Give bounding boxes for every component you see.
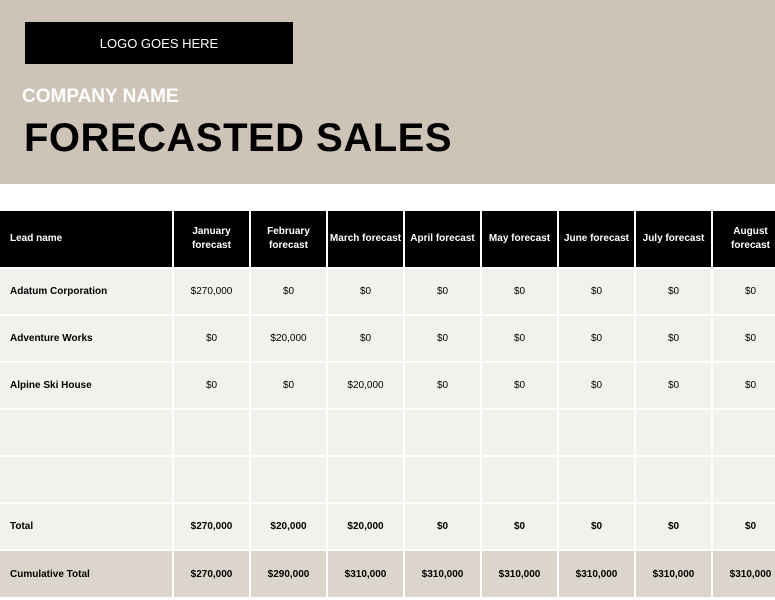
company-name[interactable]: COMPANY NAME [22,86,179,107]
cell[interactable]: Cumulative Total [0,551,172,597]
cell[interactable]: $0 [559,504,634,549]
empty-cell[interactable] [174,457,249,502]
empty-cell[interactable] [636,410,711,455]
column-header[interactable]: Lead name [0,211,172,267]
cell[interactable]: $0 [482,269,557,314]
cell[interactable]: $0 [482,316,557,361]
empty-cell[interactable] [559,457,634,502]
header-row: Lead name January forecast February foreca… [0,211,775,267]
empty-cell[interactable] [405,457,480,502]
cell[interactable]: $310,000 [482,551,557,597]
cell[interactable]: $0 [636,316,711,361]
cell[interactable]: $0 [174,316,249,361]
column-header[interactable]: April forecast [405,211,480,267]
cell[interactable]: $0 [251,363,326,408]
logo[interactable]: LOGO GOES HERE [25,22,293,64]
column-header[interactable]: August forecast [713,211,775,267]
cell[interactable]: $20,000 [251,316,326,361]
cell[interactable]: $0 [405,269,480,314]
cell[interactable]: $0 [405,504,480,549]
cell[interactable]: $0 [713,504,775,549]
cell[interactable]: $0 [251,269,326,314]
cell[interactable]: $0 [559,363,634,408]
empty-cell[interactable] [405,410,480,455]
cell[interactable]: $270,000 [174,551,249,597]
cell[interactable]: $0 [636,269,711,314]
cell[interactable]: $0 [405,363,480,408]
empty-cell[interactable] [559,410,634,455]
cell[interactable]: $270,000 [174,269,249,314]
cell[interactable]: $0 [713,269,775,314]
empty-row [0,457,775,502]
sales-table: Lead name January forecast February foreca… [0,209,775,599]
cell[interactable]: $0 [636,504,711,549]
empty-cell[interactable] [482,457,557,502]
cell[interactable]: Adatum Corporation [0,269,172,314]
cell[interactable]: $0 [405,316,480,361]
cell[interactable]: $310,000 [636,551,711,597]
cell[interactable]: $310,000 [713,551,775,597]
cell[interactable]: $20,000 [328,504,403,549]
empty-cell[interactable] [636,457,711,502]
cell[interactable]: $310,000 [328,551,403,597]
cell[interactable]: $0 [328,316,403,361]
cell[interactable]: $270,000 [174,504,249,549]
cell[interactable]: $20,000 [328,363,403,408]
data-row: Alpine Ski House $0 $0 $20,000 $0 $0 $0 $0 $0 [0,363,775,408]
cell[interactable]: $0 [713,316,775,361]
cell[interactable]: $310,000 [405,551,480,597]
empty-cell[interactable] [0,410,172,455]
empty-cell[interactable] [713,410,775,455]
cell[interactable]: $0 [713,363,775,408]
cell[interactable]: $0 [482,504,557,549]
cell[interactable]: $20,000 [251,504,326,549]
data-row: Adatum Corporation $270,000 $0 $0 $0 $0 $0 $0 $0 [0,269,775,314]
cumulative-row: Cumulative Total $270,000 $290,000 $310,000… [0,551,775,597]
cell[interactable]: $0 [482,363,557,408]
cell[interactable]: Total [0,504,172,549]
cell[interactable]: $0 [328,269,403,314]
cell[interactable]: $0 [559,269,634,314]
empty-cell[interactable] [328,457,403,502]
empty-row [0,410,775,455]
empty-cell[interactable] [251,410,326,455]
title[interactable]: FORECASTED SALES [24,116,453,160]
cell[interactable]: $0 [636,363,711,408]
column-header[interactable]: March forecast [328,211,403,267]
column-header[interactable]: May forecast [482,211,557,267]
column-header[interactable]: February forecast [251,211,326,267]
cell[interactable]: $0 [174,363,249,408]
table-wrap: Lead name January forecast February foreca… [0,209,775,600]
empty-cell[interactable] [0,457,172,502]
empty-cell[interactable] [251,457,326,502]
cell[interactable]: $290,000 [251,551,326,597]
empty-cell[interactable] [328,410,403,455]
total-row: Total $270,000 $20,000 $20,000 $0 $0 $0 $0 $0 [0,504,775,549]
cell[interactable]: $0 [559,316,634,361]
empty-cell[interactable] [713,457,775,502]
data-row: Adventure Works $0 $20,000 $0 $0 $0 $0 $0 $0 [0,316,775,361]
column-header[interactable]: July forecast [636,211,711,267]
cell[interactable]: $310,000 [559,551,634,597]
cell[interactable]: Adventure Works [0,316,172,361]
column-header[interactable]: January forecast [174,211,249,267]
empty-cell[interactable] [174,410,249,455]
cell[interactable]: Alpine Ski House [0,363,172,408]
column-header[interactable]: June forecast [559,211,634,267]
empty-cell[interactable] [482,410,557,455]
